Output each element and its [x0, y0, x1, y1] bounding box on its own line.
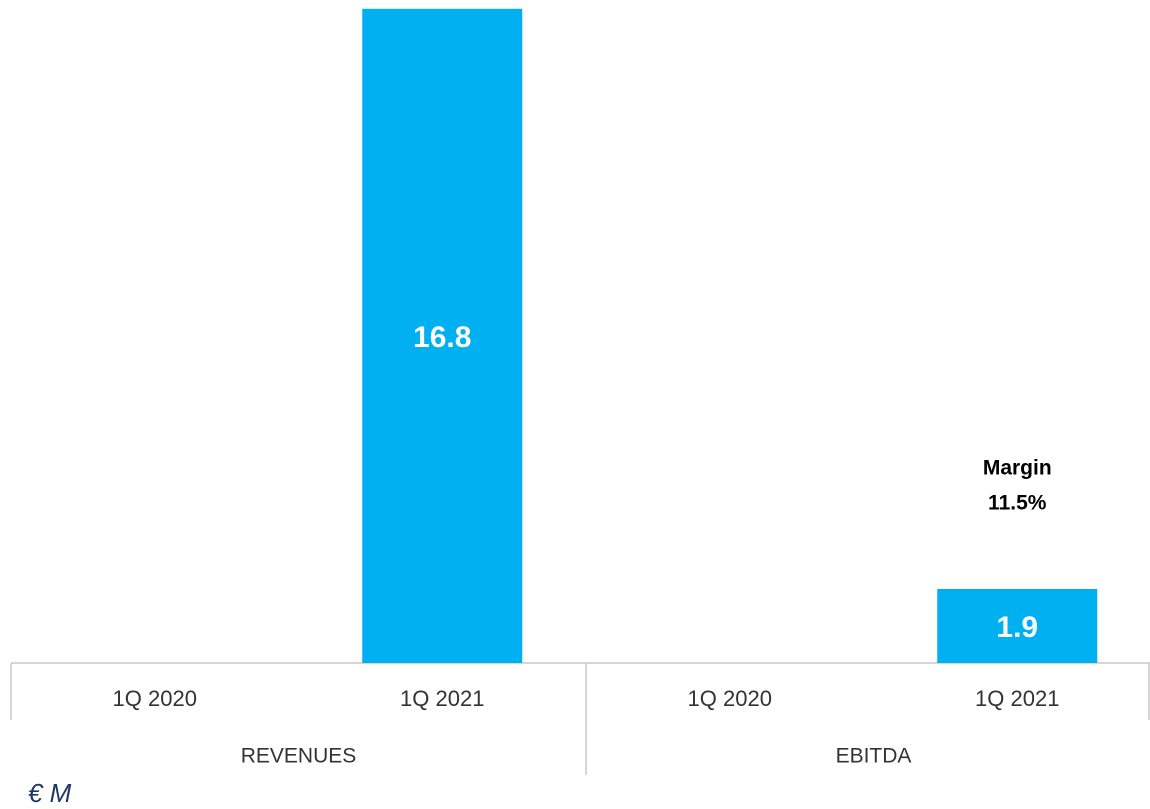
- x-tick-label: 1Q 2021: [975, 686, 1059, 711]
- x-tick-label: 1Q 2021: [400, 686, 484, 711]
- unit-label: € M: [28, 778, 72, 808]
- x-tick-label: 1Q 2020: [688, 686, 772, 711]
- group-label: EBITDA: [836, 745, 912, 768]
- annotation: 11.5%: [988, 492, 1047, 515]
- x-tick-label: 1Q 2020: [113, 686, 197, 711]
- group-label: REVENUES: [241, 745, 357, 768]
- data-label: 16.8: [413, 321, 471, 354]
- data-label: 1.9: [996, 611, 1038, 644]
- bar: [937, 589, 1098, 663]
- annotation: Margin: [983, 457, 1052, 480]
- bar: [362, 8, 523, 664]
